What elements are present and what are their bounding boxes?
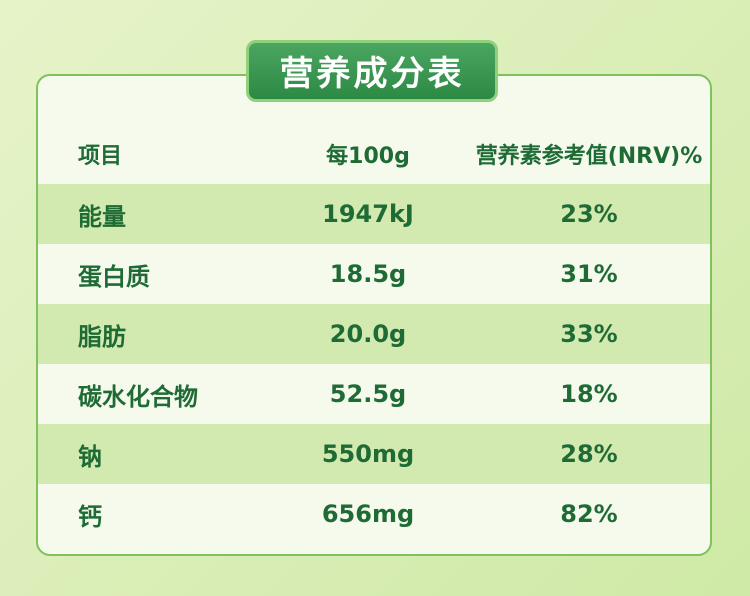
table: 项目 每100g 营养素参考值(NRV)% 能量 1947kJ 23% 蛋白质 18.5g 31… xyxy=(36,74,712,556)
column-header: 营养素参考值(NRV)% xyxy=(475,144,703,169)
header-row: 项目 每100g 营养素参考值(NRV)% xyxy=(38,124,710,184)
cell: 脂肪 xyxy=(78,322,126,351)
cell: 碳水化合物 xyxy=(78,382,198,411)
table-row: 能量 1947kJ 23% xyxy=(38,184,710,244)
column-header: 每100g xyxy=(326,144,410,169)
title: 营养成分表 xyxy=(246,40,498,102)
cell: 1947kJ xyxy=(322,200,414,228)
table-row: 钙 656mg 82% xyxy=(38,484,710,544)
cell: 18.5g xyxy=(329,260,407,288)
cell: 23% xyxy=(560,200,618,228)
cell: 钠 xyxy=(78,442,102,471)
cell: 33% xyxy=(560,320,618,348)
cell: 18% xyxy=(560,380,618,408)
cell: 656mg xyxy=(321,500,415,528)
cell: 52.5g xyxy=(329,380,407,408)
cell: 蛋白质 xyxy=(78,262,150,291)
table-row: 钠 550mg 28% xyxy=(38,424,710,484)
cell: 28% xyxy=(560,440,618,468)
cell: 550mg xyxy=(321,440,415,468)
cell: 钙 xyxy=(78,502,102,531)
cell: 能量 xyxy=(78,202,126,231)
cell: 82% xyxy=(560,500,618,528)
cell: 20.0g xyxy=(329,320,407,348)
table-row: 蛋白质 18.5g 31% xyxy=(38,244,710,304)
table-row: 脂肪 20.0g 33% xyxy=(38,304,710,364)
column-header: 项目 xyxy=(78,144,123,169)
table-row: 碳水化合物 52.5g 18% xyxy=(38,364,710,424)
cell: 31% xyxy=(560,260,618,288)
